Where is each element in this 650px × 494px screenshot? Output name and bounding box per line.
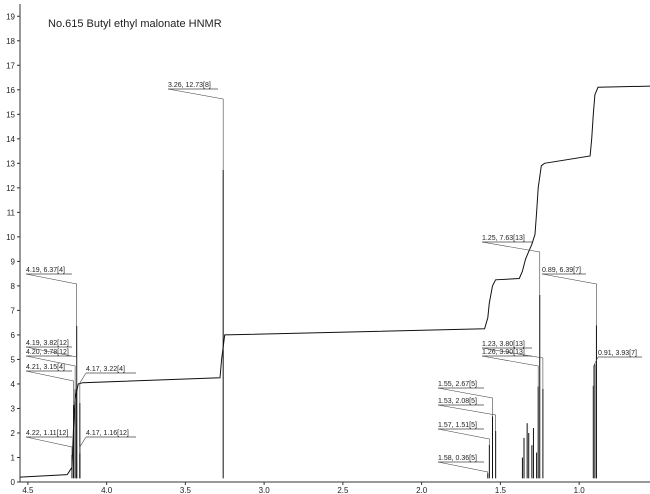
peak-label-leader — [25, 273, 77, 326]
peak-label: 4.20, 3.78[12] — [26, 349, 69, 356]
y-tick-label: 15 — [6, 110, 15, 119]
peak-label-leader — [25, 355, 76, 390]
peak-label-leader — [79, 372, 87, 404]
peak-label: 1.23, 3.80[13] — [482, 341, 525, 348]
y-tick-label: 6 — [11, 331, 16, 340]
peak-label: 1.55, 2.67[5] — [438, 381, 477, 388]
y-tick-label: 9 — [11, 257, 16, 266]
integral-curve — [19, 85, 650, 478]
peak-label-leader — [481, 355, 539, 387]
peak-label: 1.57, 1.51[5] — [438, 422, 477, 429]
y-tick-label: 1 — [11, 453, 16, 462]
x-tick-label: 2.0 — [416, 486, 428, 494]
peak-label-leader — [25, 436, 73, 455]
spectrum-peaks — [71, 169, 597, 479]
y-tick-label: 12 — [6, 184, 15, 193]
peak-label: 1.53, 2.08[5] — [438, 398, 477, 405]
peak-label-leader — [167, 88, 224, 170]
peak-label-leader — [25, 346, 77, 389]
x-tick-label: 3.5 — [180, 486, 192, 494]
peak-label: 4.21, 3.15[4] — [26, 364, 65, 371]
peak-label: 0.89, 6.39[7] — [542, 267, 581, 274]
y-tick-label: 13 — [6, 159, 15, 168]
y-tick-label: 18 — [6, 37, 15, 46]
peak-label: 3.26, 12.73[8] — [168, 82, 211, 89]
peak-label-leader — [481, 241, 541, 295]
x-tick-label: 3.0 — [259, 486, 271, 494]
peak-annotations: 4.22, 1.11[12] 4.21, 3.15[4] 4.20, 3.78[12… — [25, 82, 642, 474]
peak-label-leader — [437, 404, 496, 432]
peak-label-leader — [437, 461, 489, 474]
y-tick-label: 0 — [11, 478, 16, 487]
peak-label-leader — [541, 273, 597, 326]
peak-label-leader — [592, 356, 599, 386]
peak-label: 1.26, 3.90[13] — [482, 349, 525, 356]
y-tick-label: 14 — [6, 135, 15, 144]
chart-title: No.615 Butyl ethyl malonate HNMR — [48, 18, 222, 30]
peak-label-leader — [437, 428, 490, 445]
y-tick-label: 16 — [6, 86, 15, 95]
y-tick-label: 3 — [11, 404, 16, 413]
x-tick-label: 4.0 — [101, 486, 113, 494]
peak-label: 4.17, 1.16[12] — [86, 430, 129, 437]
y-tick-label: 10 — [6, 233, 15, 242]
x-tick-label: 4.5 — [22, 486, 34, 494]
peak-label: 0.91, 3.93[7] — [598, 350, 637, 357]
y-tick-label: 2 — [11, 429, 16, 438]
peak-label: 1.25, 7.63[13] — [482, 235, 525, 242]
y-tick-label: 8 — [11, 282, 16, 291]
peak-label: 4.17, 3.22[4] — [86, 366, 125, 373]
peak-label: 4.19, 6.37[4] — [26, 267, 65, 274]
peak-label: 1.58, 0.36[5] — [438, 455, 477, 462]
y-tick-label: 17 — [6, 61, 15, 70]
y-tick-label: 5 — [11, 355, 16, 364]
peak-label-leader — [481, 347, 544, 389]
peak-label: 4.19, 3.82[12] — [26, 340, 69, 347]
x-tick-label: 1.5 — [495, 486, 507, 494]
x-tick-label: 1.0 — [574, 486, 586, 494]
y-tick-label: 7 — [11, 306, 16, 315]
y-tick-label: 4 — [11, 380, 16, 389]
x-tick-label: 2.5 — [337, 486, 349, 494]
peak-label-leader — [79, 436, 87, 454]
y-tick-label: 19 — [6, 12, 15, 21]
x-axis-ticks: 4.5 4.0 3.5 3.0 2.5 2.0 1.5 1.0 — [22, 482, 585, 494]
y-tick-label: 11 — [7, 208, 16, 217]
peak-label-leader — [25, 370, 74, 405]
peak-label-leader — [437, 387, 493, 417]
peak-label: 4.22, 1.11[12] — [26, 430, 68, 437]
